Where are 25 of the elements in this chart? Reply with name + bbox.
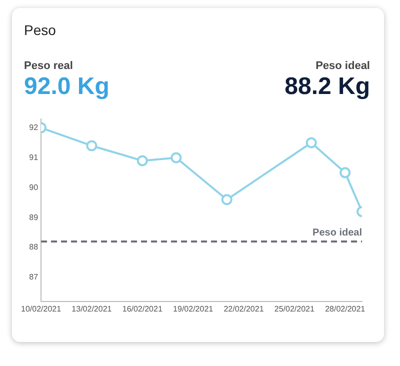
text: 92.0 Kg (24, 73, 110, 101)
point (340, 167, 351, 178)
x-tick-label: 10/02/2021 (20, 304, 62, 314)
y-tick-label: 88 (29, 242, 39, 252)
chart-title: Peso (24, 22, 57, 38)
y-tick-label: 89 (29, 212, 39, 222)
y-tick-label: 87 (29, 272, 39, 282)
point (306, 137, 317, 148)
x-tick-label: 28/02/2021 (325, 304, 366, 314)
text: 88.2 Kg (284, 73, 370, 101)
x-tick-label: 16/02/2021 (122, 304, 163, 314)
x-tick-label: 22/02/2021 (224, 304, 264, 314)
point (170, 152, 182, 164)
point (136, 155, 148, 166)
point (86, 140, 98, 152)
text: Peso real (24, 60, 74, 72)
ref-line-label: Peso ideal (312, 227, 362, 238)
y-tick-label: 92 (29, 122, 39, 132)
text: Peso ideal (314, 60, 370, 72)
x-tick-label: 19/02/2021 (173, 304, 214, 314)
x-tick-label: 13/02/2021 (72, 304, 112, 314)
y-tick-label: 90 (29, 182, 39, 192)
y-tick-label: 91 (29, 152, 39, 162)
x-tick-label: 25/02/2021 (274, 304, 315, 314)
point (221, 194, 232, 206)
